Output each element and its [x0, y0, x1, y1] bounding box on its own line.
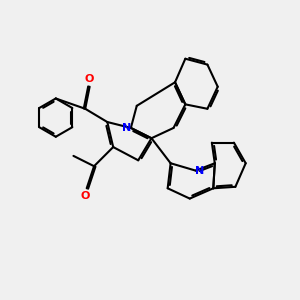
- Text: O: O: [85, 74, 94, 84]
- Text: O: O: [80, 190, 90, 201]
- Text: N: N: [122, 123, 131, 133]
- Text: N: N: [194, 166, 204, 176]
